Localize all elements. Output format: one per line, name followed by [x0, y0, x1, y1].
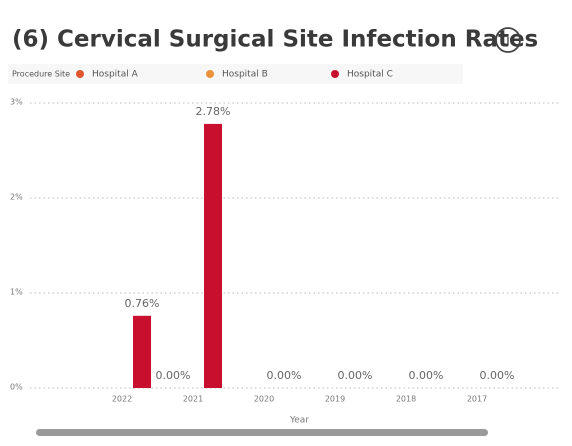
- legend-marker: [331, 70, 339, 78]
- data-label: 0.00%: [338, 369, 373, 382]
- x-axis-label: Year: [289, 416, 309, 426]
- legend-marker: [206, 70, 214, 78]
- data-label: 0.76%: [125, 297, 160, 310]
- y-tick-label: 0%: [10, 383, 23, 392]
- legend-marker: [76, 70, 84, 78]
- data-label: 2.78%: [196, 105, 231, 118]
- data-label: 0.00%: [480, 369, 515, 382]
- x-tick-label: 2021: [183, 395, 203, 404]
- y-tick-label: 1%: [10, 288, 23, 297]
- x-tick-label: 2019: [325, 395, 345, 404]
- y-tick-label: 3%: [10, 98, 23, 107]
- x-tick-label: 2022: [112, 395, 132, 404]
- y-tick-label: 2%: [10, 193, 23, 202]
- info-icon[interactable]: i: [495, 27, 521, 53]
- legend-label: Hospital B: [222, 70, 268, 80]
- scrollbar[interactable]: [36, 429, 488, 436]
- bar: [204, 123, 222, 389]
- x-tick-label: 2018: [396, 395, 416, 404]
- legend-label: Hospital C: [347, 70, 393, 80]
- legend-label: Hospital A: [92, 70, 139, 80]
- x-tick-label: 2017: [467, 395, 487, 404]
- data-label: 0.00%: [267, 369, 302, 382]
- x-tick-label: 2020: [254, 395, 274, 404]
- data-label: 0.00%: [156, 369, 191, 382]
- data-label: 0.00%: [409, 369, 444, 382]
- legend-title: Procedure Site: [12, 70, 70, 79]
- svg-text:i: i: [506, 32, 510, 50]
- bar: [133, 315, 151, 388]
- chart-title: (6) Cervical Surgical Site Infection Rat…: [12, 27, 538, 53]
- legend-background: [8, 64, 463, 84]
